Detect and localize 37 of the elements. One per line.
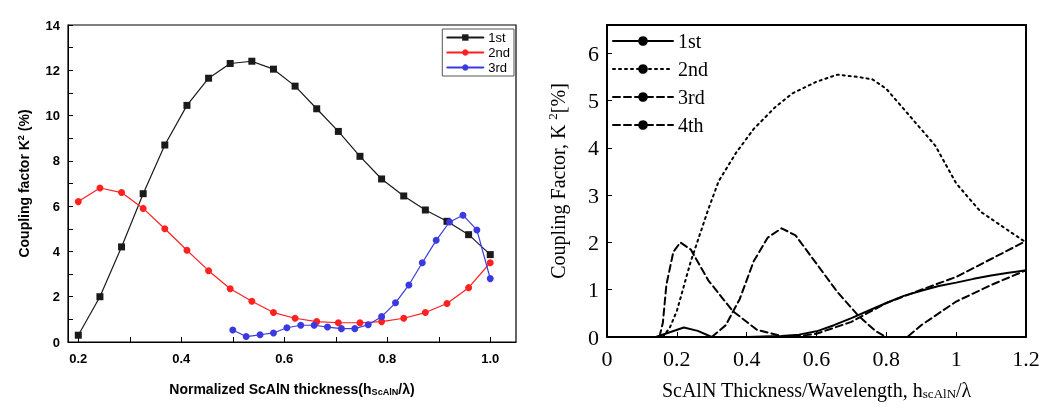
y-tick-label: 6	[588, 40, 599, 66]
x-tick-label: 0.6	[275, 351, 294, 366]
x-tick-label: 1.2	[1012, 345, 1040, 371]
legend-label: 3rd	[488, 60, 508, 75]
x-tick-label: 1.0	[481, 351, 500, 366]
legend-label: 1st	[488, 30, 507, 45]
y-tick-label: 2	[588, 229, 599, 255]
y-tick-label: 10	[45, 108, 60, 124]
y-tick-label: 4	[52, 243, 61, 259]
legend-label: 2nd	[678, 58, 708, 80]
x-tick-label: 0.8	[872, 345, 901, 371]
x-tick-label: 0.2	[69, 351, 88, 366]
y-tick-label: 14	[45, 17, 61, 33]
y-tick-label: 6	[52, 198, 60, 214]
y-tick-label: 0	[588, 324, 599, 350]
x-tick-label: 0.4	[732, 345, 761, 371]
y-tick-label: 8	[52, 153, 60, 169]
legend-label: 3rd	[678, 86, 705, 108]
x-tick-label: 1	[950, 345, 962, 371]
legend-label: 4th	[678, 114, 704, 136]
y-tick-label: 4	[588, 135, 599, 161]
y-tick-label: 5	[588, 88, 599, 114]
x-tick-label: 0.8	[378, 351, 397, 366]
legend-label: 2nd	[488, 45, 511, 60]
y-axis-title: Coupling factor K2 (%)	[15, 109, 32, 258]
y-tick-label: 0	[52, 334, 60, 350]
x-tick-label: 0.2	[663, 345, 691, 371]
y-tick-label: 2	[52, 289, 60, 305]
y-tick-label: 1	[588, 277, 599, 303]
y-tick-label: 12	[45, 62, 60, 78]
y-tick-label: 3	[588, 182, 599, 208]
x-axis-title: Normalized ScAlN thickness(hScAlN/λ)	[169, 381, 415, 398]
x-tick-label: 0.6	[802, 345, 831, 371]
x-tick-label: 0.4	[172, 351, 192, 366]
y-axis-title: Coupling Factor, K 2[%]	[545, 83, 570, 279]
x-axis-title: ScAlN Thickness/Wavelength, hscAlN/λ	[661, 378, 972, 402]
legend-label: 1st	[678, 30, 702, 52]
